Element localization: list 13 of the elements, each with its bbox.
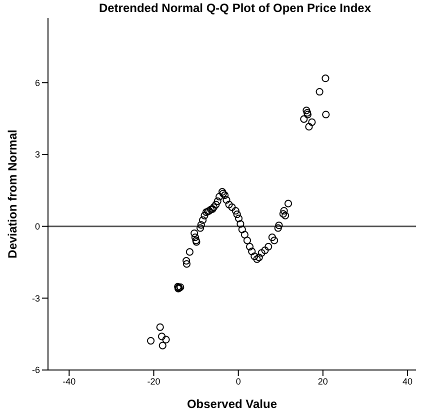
- y-tick-label: -6: [32, 365, 40, 376]
- y-tick-label: 3: [34, 150, 40, 160]
- y-tick-label: 0: [34, 222, 40, 232]
- y-tick-label: 6: [34, 78, 40, 88]
- y-tick-label: -3: [32, 293, 40, 304]
- chart-title: Detrended Normal Q-Q Plot of Open Price Index: [98, 1, 372, 15]
- x-tick-label: 40: [402, 376, 413, 386]
- x-tick-label: 0: [236, 376, 241, 386]
- y-axis-title: Deviation from Normal: [5, 130, 20, 258]
- x-tick-label: 20: [318, 376, 328, 386]
- x-axis-title: Observed Value: [186, 397, 278, 411]
- x-tick-label: -20: [147, 376, 160, 386]
- x-tick-label: -40: [62, 376, 76, 386]
